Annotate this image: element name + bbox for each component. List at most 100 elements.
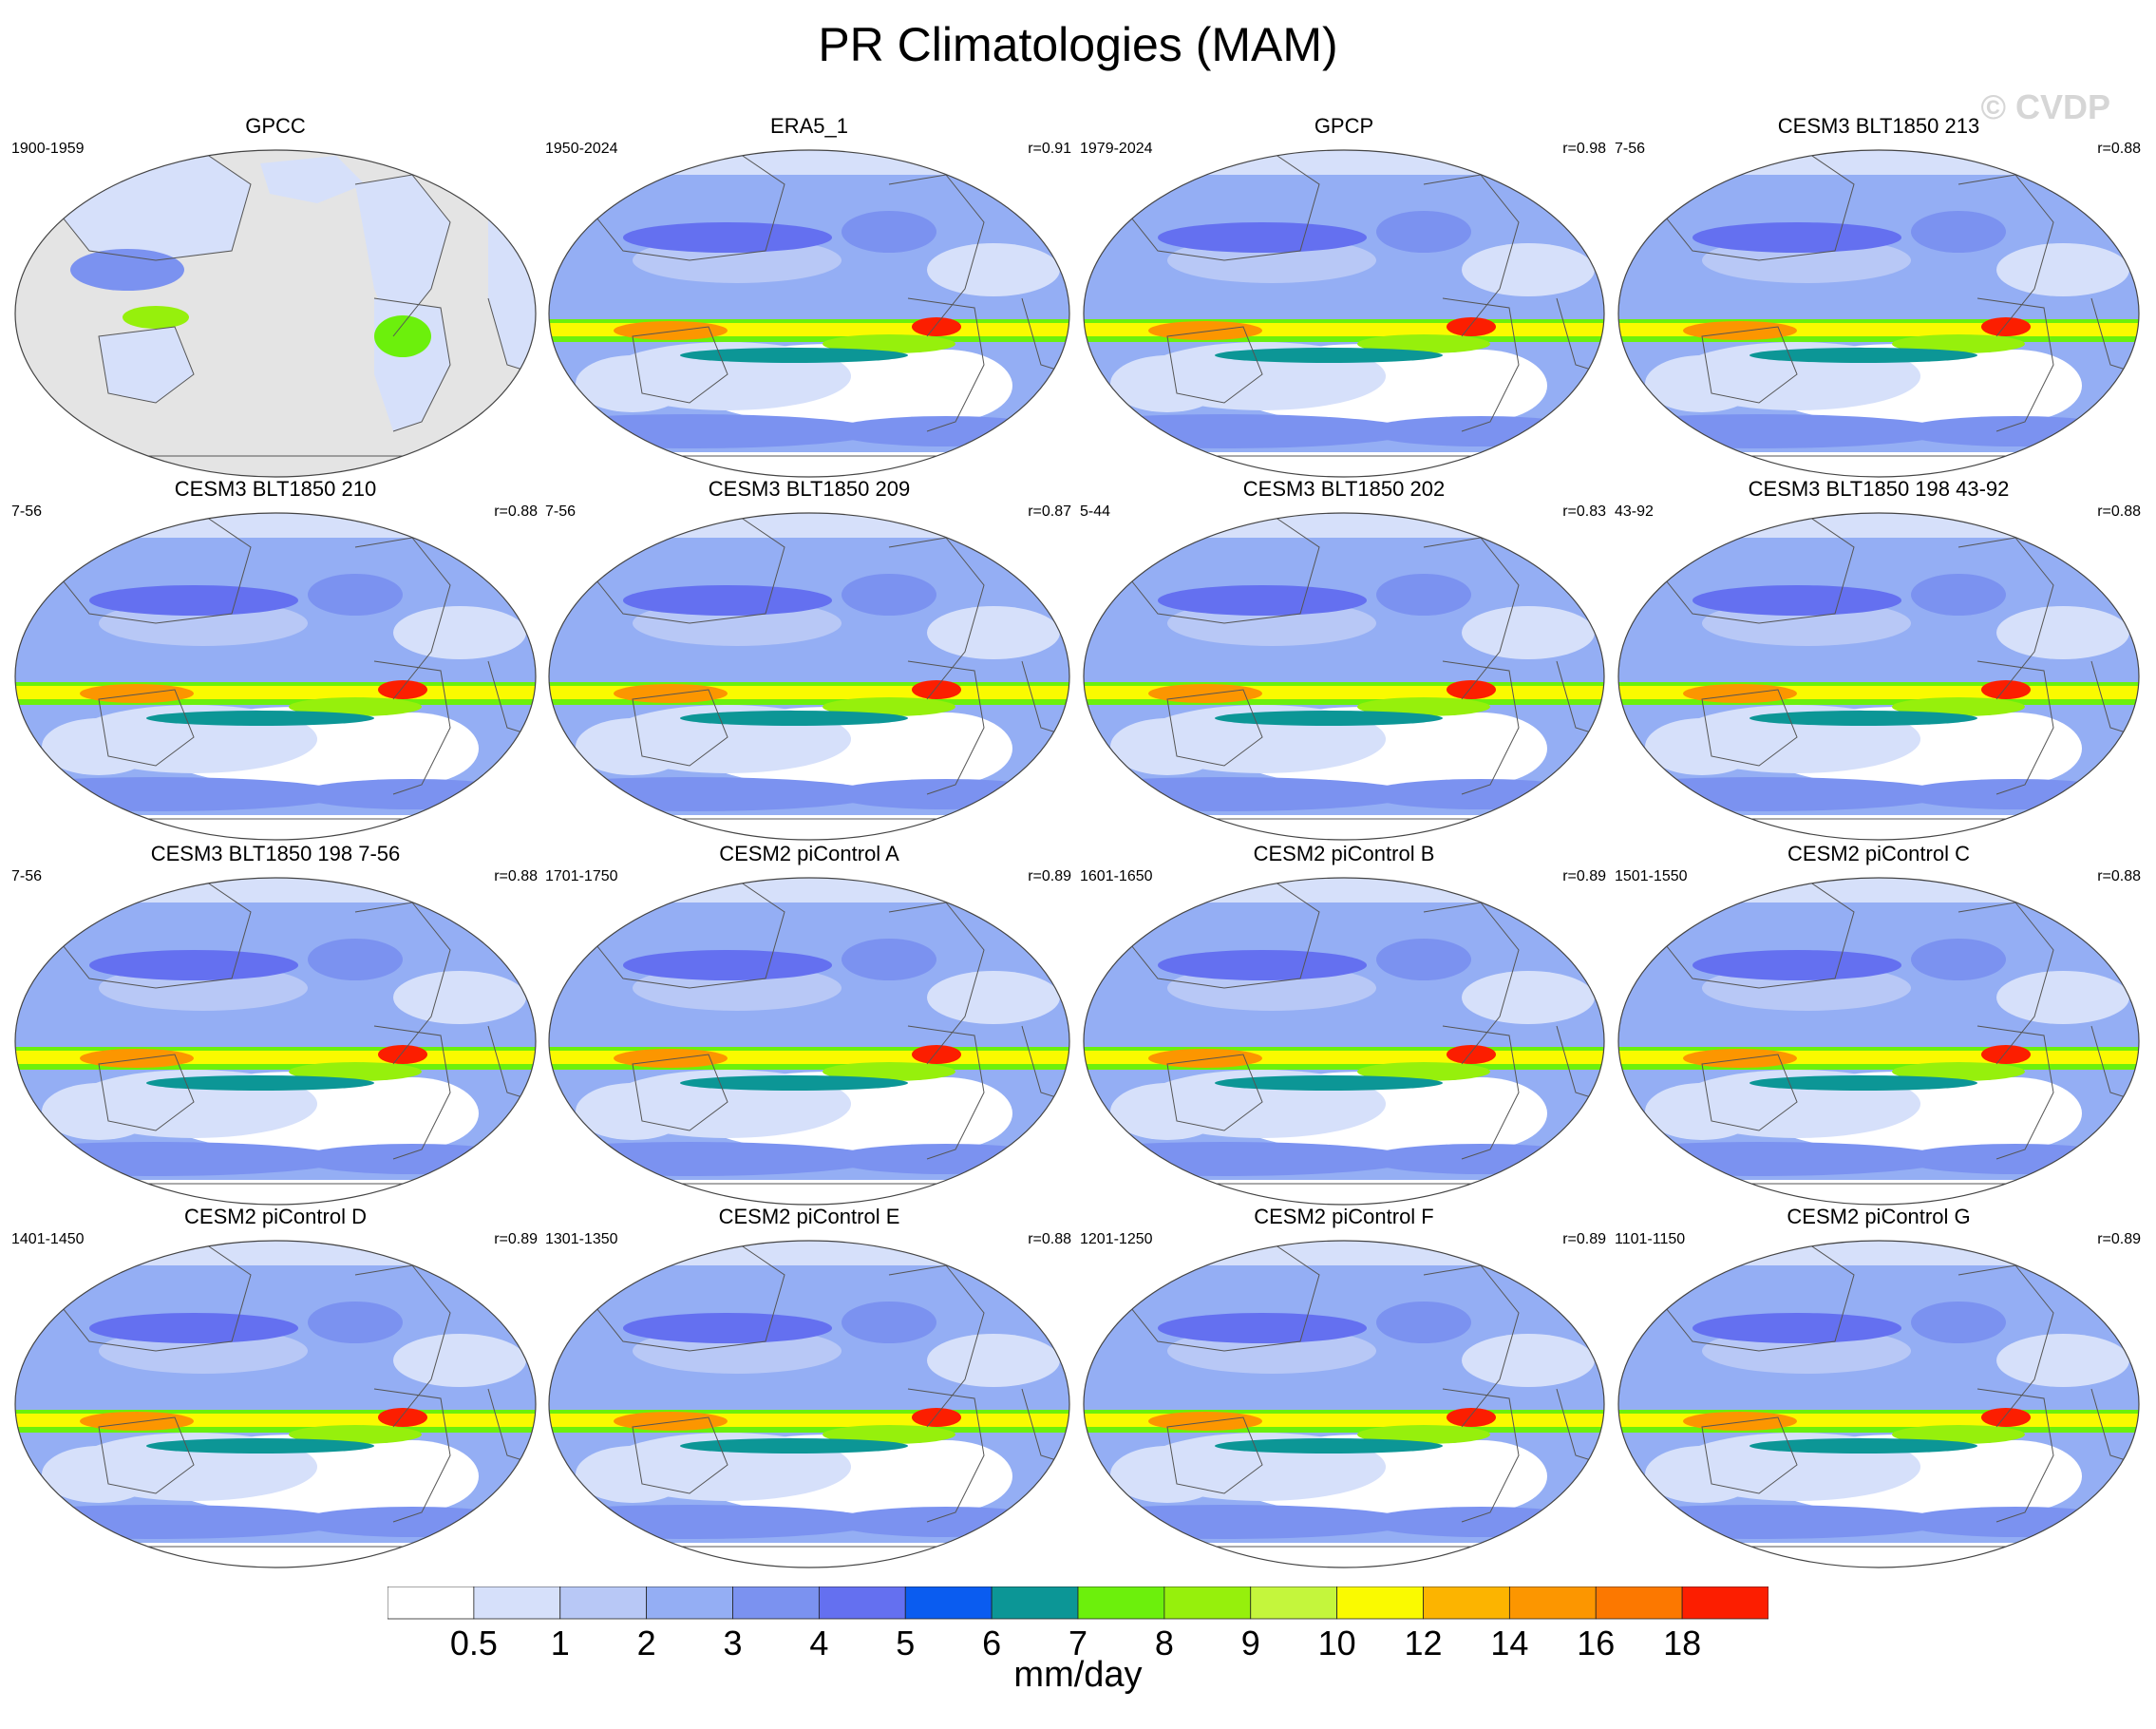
colorbar-swatch (1336, 1586, 1424, 1620)
precip-map (1083, 149, 1605, 478)
colorbar-tick-label: 9 (1241, 1624, 1260, 1662)
colorbar-unit-label: mm/day (1013, 1655, 1143, 1695)
panel-period: 1601-1650 (1080, 868, 1153, 884)
panel-correlation: r=0.83 (1562, 504, 1606, 520)
colorbar-swatch (732, 1586, 820, 1620)
colorbar-swatch (1508, 1586, 1597, 1620)
colorbar-swatch (1423, 1586, 1510, 1620)
precip-map (14, 877, 537, 1206)
panel-period: 7-56 (545, 504, 577, 520)
colorbar-tick-label: 8 (1155, 1624, 1174, 1662)
precip-field (1084, 150, 1604, 477)
panel-title: CESM2 piControl B (1253, 842, 1435, 865)
panel-title: CESM2 piControl D (184, 1205, 367, 1228)
panel-correlation: r=0.91 (1028, 141, 1071, 157)
map-panel: CESM3 BLT1850 210 7-56 r=0.88 (8, 475, 543, 846)
colorbar-swatch (1595, 1586, 1683, 1620)
panel-title: CESM3 BLT1850 198 7-56 (150, 842, 401, 865)
precip-field (549, 150, 1069, 477)
map-panel: CESM2 piControl B 1601-1650 r=0.89 (1076, 840, 1612, 1210)
panel-period: 7-56 (11, 868, 43, 884)
precip-field (15, 1241, 536, 1568)
colorbar-tick-label: 1 (551, 1624, 570, 1662)
panel-period: 1301-1350 (545, 1231, 618, 1247)
panel-period: 1101-1150 (1615, 1231, 1686, 1247)
map-panel: CESM3 BLT1850 198 7-56 7-56 r=0.88 (8, 840, 543, 1210)
precip-field (15, 150, 536, 477)
precip-field (549, 878, 1069, 1205)
precip-field (549, 1241, 1069, 1568)
precip-map (1617, 877, 2140, 1206)
panel-correlation: r=0.88 (494, 868, 538, 884)
panel-correlation: r=0.88 (2097, 141, 2141, 157)
colorbar-swatch (904, 1586, 993, 1620)
colorbar: 0.5 1 2 3 4 5 6 7 8 9 10 12 14 16 18 (388, 1586, 1768, 1662)
precip-map (14, 512, 537, 841)
panel-correlation: r=0.88 (494, 504, 538, 520)
colorbar-tick-label: 6 (982, 1624, 1001, 1662)
panel-correlation: r=0.89 (1562, 1231, 1606, 1247)
panel-period: 1701-1750 (545, 868, 618, 884)
panel-correlation: r=0.89 (1028, 868, 1071, 884)
map-panel: CESM2 piControl E 1301-1350 r=0.88 (541, 1203, 1077, 1573)
panel-title: CESM3 BLT1850 209 (708, 477, 911, 501)
colorbar-swatch (559, 1586, 648, 1620)
precip-map (1083, 512, 1605, 841)
panel-title: CESM3 BLT1850 198 43-92 (1748, 477, 2010, 501)
colorbar-swatch (646, 1586, 733, 1620)
panel-title: CESM2 piControl E (718, 1205, 900, 1228)
panel-title: CESM2 piControl C (1787, 842, 1970, 865)
colorbar-tick-label: 14 (1490, 1624, 1528, 1662)
colorbar-swatch (1250, 1586, 1338, 1620)
map-panel: CESM3 BLT1850 202 5-44 r=0.83 (1076, 475, 1612, 846)
colorbar-swatch (1163, 1586, 1252, 1620)
map-panel: GPCP 1979-2024 r=0.98 (1076, 112, 1612, 483)
colorbar-swatch (473, 1586, 561, 1620)
map-panel: GPCC 1900-1959 (8, 112, 543, 483)
precip-field (1618, 1241, 2139, 1568)
panel-correlation: r=0.89 (2097, 1231, 2141, 1247)
precip-field (1618, 513, 2139, 840)
colorbar-tick-label: 10 (1318, 1624, 1356, 1662)
panel-correlation: r=0.98 (1562, 141, 1606, 157)
precip-field (1618, 878, 2139, 1205)
map-panel: CESM2 piControl C 1501-1550 r=0.88 (1611, 840, 2147, 1210)
precip-field (549, 513, 1069, 840)
precip-field (1618, 150, 2139, 477)
panel-period: 1201-1250 (1080, 1231, 1153, 1247)
panel-period: 1501-1550 (1615, 868, 1688, 884)
precip-field (1084, 878, 1604, 1205)
cvdp-watermark: © CVDP (1980, 87, 2110, 126)
panel-title: CESM3 BLT1850 210 (174, 477, 377, 501)
panel-title: CESM2 piControl A (719, 842, 899, 865)
map-panel: CESM3 BLT1850 213 7-56 r=0.88 (1611, 112, 2147, 483)
precip-map (1083, 877, 1605, 1206)
figure-title: PR Climatologies (MAM) (818, 18, 1338, 71)
map-panel: CESM2 piControl F 1201-1250 r=0.89 (1076, 1203, 1612, 1573)
map-panel: CESM3 BLT1850 209 7-56 r=0.87 (541, 475, 1077, 846)
colorbar-swatch (818, 1586, 906, 1620)
precip-map (1617, 1240, 2140, 1568)
panel-period: 5-44 (1080, 504, 1111, 520)
precip-map (548, 512, 1070, 841)
map-panel: CESM2 piControl D 1401-1450 r=0.89 (8, 1203, 543, 1573)
colorbar-tick-label: 7 (1069, 1624, 1087, 1662)
panel-title: ERA5_1 (770, 114, 848, 138)
panel-title: CESM2 piControl F (1254, 1205, 1434, 1228)
colorbar-tick-label: 2 (637, 1624, 656, 1662)
panel-period: 1900-1959 (11, 141, 85, 157)
panel-title: CESM3 BLT1850 213 (1777, 114, 1980, 138)
panel-title: CESM3 BLT1850 202 (1242, 477, 1446, 501)
precip-field (15, 878, 536, 1205)
colorbar-tick-label: 4 (809, 1624, 828, 1662)
panel-title: GPCC (245, 114, 306, 138)
precip-map (548, 1240, 1070, 1568)
panel-correlation: r=0.89 (494, 1231, 538, 1247)
panel-period: 7-56 (1615, 141, 1646, 157)
panel-correlation: r=0.88 (2097, 868, 2141, 884)
colorbar-tick-label: 0.5 (450, 1624, 498, 1662)
colorbar-swatch (991, 1586, 1079, 1620)
colorbar-tick-label: 12 (1404, 1624, 1442, 1662)
precip-map (1617, 512, 2140, 841)
colorbar-swatch (1681, 1586, 1768, 1620)
